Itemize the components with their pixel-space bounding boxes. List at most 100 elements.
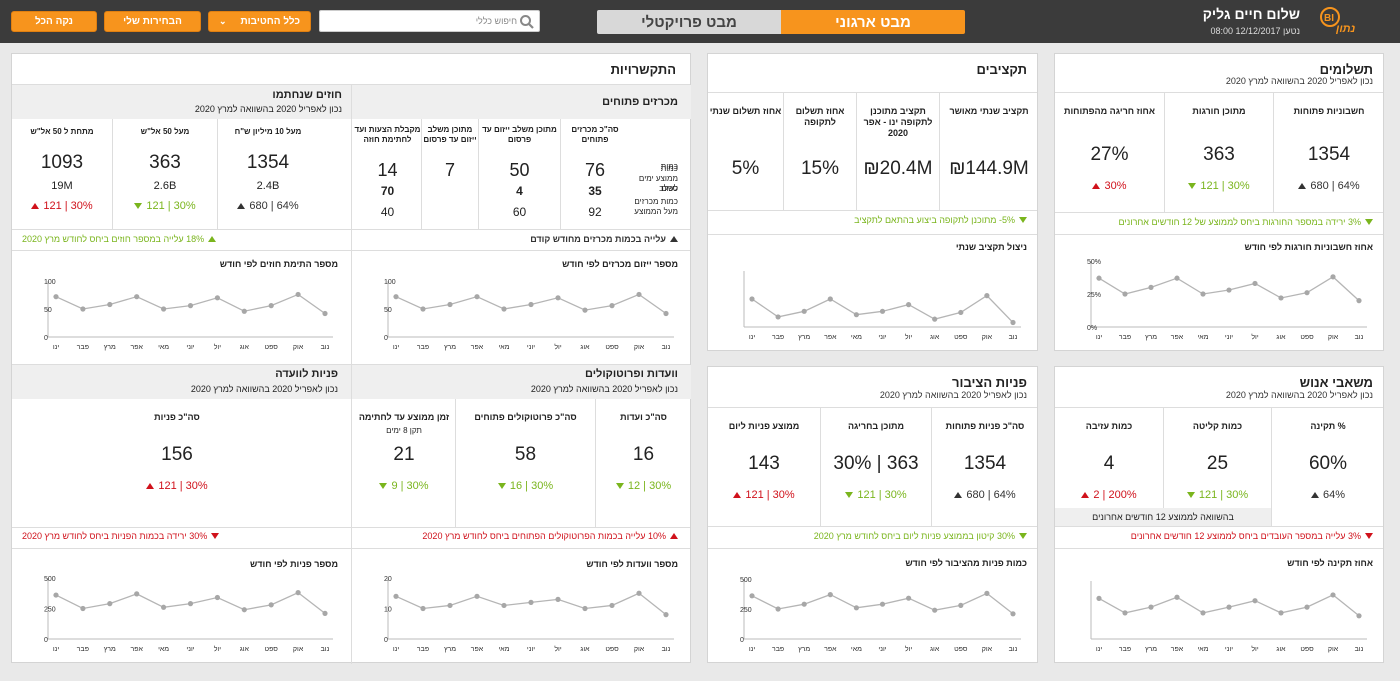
tenders-cell: 7 bbox=[444, 160, 455, 180]
panel-subtitle: נכון לאפריל 2020 בהשוואה למרץ 2020 bbox=[879, 390, 1027, 400]
branches-dropdown[interactable]: ⌄ כלל החטיבות bbox=[208, 11, 311, 32]
y-tick-label: 25% bbox=[1087, 292, 1101, 299]
y-tick-label: 10 bbox=[384, 607, 392, 614]
data-point bbox=[932, 316, 938, 322]
chart-title: מספר ייזום מכרזים לפי חודש bbox=[562, 259, 678, 269]
kpi-open-invoices: חשבוניות פתוחות 1354 680 | 64% bbox=[1293, 106, 1365, 192]
x-tick-label: יוני bbox=[1225, 646, 1233, 653]
x-tick-label: ינו bbox=[53, 344, 60, 351]
chart-title: מספר פניות לפי חודש bbox=[250, 559, 338, 569]
data-point bbox=[447, 602, 453, 609]
x-tick-label: יול bbox=[214, 645, 222, 653]
x-tick-label: יוני bbox=[186, 646, 194, 653]
data-point bbox=[295, 291, 301, 298]
x-tick-label: יול bbox=[554, 343, 562, 351]
hr-compare-note: בהשוואה לממוצע 12 חודשים אחרונים bbox=[1092, 512, 1234, 522]
committees-alert: 10% עלייה בכמות הפרוטוקולים הפתוחים ביחס… bbox=[422, 531, 678, 541]
x-tick-label: יול bbox=[1251, 645, 1259, 653]
kpi-annual-payment: אחוז תשלום שנתי 5% bbox=[709, 106, 782, 179]
x-tick-label: ינו bbox=[393, 344, 400, 351]
clear-all-button[interactable]: נקה הכל bbox=[11, 11, 97, 32]
tenders-col-header: מתוכן משלב ייזום עד פרסום bbox=[423, 125, 477, 144]
data-point bbox=[295, 590, 301, 596]
kpi-overdue-percent: אחוז חריגה מהפתוחות 27% 30% bbox=[1064, 106, 1155, 192]
x-tick-label: יול bbox=[214, 343, 222, 351]
x-tick-label: נוב bbox=[321, 344, 330, 351]
payments-alert: 3% ירידה במספר החורגות ביחס לממוצע של 12… bbox=[1118, 217, 1373, 227]
links-panel: התקשרויות מכרזים פתוחים סה"כ מכרזים פתוח… bbox=[11, 53, 691, 664]
x-tick-label: אוק bbox=[634, 646, 645, 653]
data-point bbox=[1122, 291, 1128, 297]
panel-subtitle: נכון לאפריל 2020 בהשוואה למרץ 2020 bbox=[1225, 390, 1373, 400]
x-tick-label: ינו bbox=[749, 646, 756, 653]
data-point bbox=[1330, 592, 1336, 598]
x-tick-label: אוק bbox=[982, 334, 993, 341]
x-tick-label: אוק bbox=[1328, 646, 1339, 653]
board-line-chart: 500 250 0 ינו פבר מרץ אפר מאי יוני יול אוג ספט אוק נו… bbox=[44, 576, 333, 653]
x-tick-label: ספט bbox=[954, 646, 968, 653]
data-point bbox=[853, 605, 859, 611]
data-point bbox=[827, 592, 833, 598]
x-tick-label: נוב bbox=[1355, 646, 1364, 653]
tab-project-view[interactable]: מבט פרויקטלי bbox=[597, 10, 781, 34]
data-point bbox=[393, 294, 399, 300]
tab-org-view[interactable]: מבט ארגוני bbox=[781, 10, 965, 34]
chevron-down-icon: ⌄ bbox=[219, 16, 227, 26]
x-tick-label: פבר bbox=[1119, 646, 1131, 653]
data-point bbox=[663, 310, 669, 317]
top-bar: נקה הכל הבחירות שלי ⌄ כלל החטיבות חיפוש … bbox=[0, 0, 1400, 43]
board-alert: 30% ירידה בכמות הפניות ביחס לחודש מרץ 20… bbox=[22, 531, 338, 541]
data-point bbox=[1252, 280, 1258, 287]
data-point bbox=[1356, 613, 1362, 619]
x-tick-label: נוב bbox=[321, 646, 330, 653]
data-point bbox=[984, 293, 990, 299]
y-tick-label: 250 bbox=[740, 607, 752, 614]
x-tick-label: אפר bbox=[130, 344, 143, 351]
tenders-alert: עלייה בכמות מכרזים מחודש קודם bbox=[530, 234, 678, 244]
budgets-line-chart: ינו פבר מרץ אפר מאי יוני יול אוג ספט אוק נוב bbox=[743, 271, 1021, 341]
contracts-col-small: מתחת ל 50 אל"ש 1093 19M 121 | 30% bbox=[30, 127, 94, 212]
x-tick-label: מאי bbox=[158, 646, 169, 653]
kpi-staffing-percent: % תקינה 60% 64% bbox=[1308, 421, 1348, 501]
x-tick-label: יול bbox=[554, 645, 562, 653]
x-tick-label: יוני bbox=[1225, 334, 1233, 341]
data-point bbox=[1226, 287, 1232, 293]
x-tick-label: מרץ bbox=[444, 646, 456, 653]
x-tick-label: אפר bbox=[824, 334, 837, 341]
branches-dropdown-label: כלל החטיבות bbox=[240, 16, 300, 27]
x-tick-label: מרץ bbox=[798, 646, 810, 653]
x-tick-label: ספט bbox=[605, 646, 619, 653]
data-point bbox=[447, 301, 453, 308]
x-tick-label: נוב bbox=[1009, 646, 1018, 653]
data-point bbox=[749, 593, 755, 599]
chart-title: אחוז תקינה לפי חודש bbox=[1287, 558, 1373, 568]
x-tick-label: אפר bbox=[1171, 334, 1184, 341]
data-point bbox=[80, 605, 86, 612]
data-point bbox=[636, 590, 642, 596]
data-point bbox=[906, 595, 912, 601]
data-point bbox=[501, 602, 507, 609]
y-tick-label: 0 bbox=[384, 335, 388, 342]
x-tick-label: ספט bbox=[265, 344, 279, 351]
x-tick-label: מאי bbox=[1197, 646, 1208, 653]
kpi-board-requests: סה"כ פניות 156 121 | 30% bbox=[82, 412, 272, 492]
data-point bbox=[420, 306, 426, 312]
data-point bbox=[801, 308, 807, 314]
data-point bbox=[214, 594, 220, 601]
x-tick-label: ינו bbox=[393, 646, 400, 653]
panel-title: משאבי אנוש bbox=[1299, 375, 1373, 390]
data-point bbox=[268, 602, 274, 608]
x-tick-label: מאי bbox=[851, 646, 862, 653]
search-input[interactable]: חיפוש כללי bbox=[319, 10, 540, 32]
my-selections-button[interactable]: הבחירות שלי bbox=[104, 11, 201, 32]
kpi-overdue-invoices: מתוכן חורגות 363 121 | 30% bbox=[1165, 106, 1273, 192]
x-tick-label: מרץ bbox=[444, 344, 456, 351]
chart-title: מספר התימת חוזים לפי חודש bbox=[219, 259, 338, 269]
data-point bbox=[53, 294, 59, 300]
user-greeting: שלום חיים גליק bbox=[1202, 6, 1300, 22]
x-tick-label: נוב bbox=[1009, 334, 1018, 341]
y-tick-label: 100 bbox=[44, 279, 56, 286]
data-point bbox=[134, 294, 140, 300]
y-tick-label: 50 bbox=[384, 307, 392, 314]
data-point bbox=[582, 605, 588, 612]
